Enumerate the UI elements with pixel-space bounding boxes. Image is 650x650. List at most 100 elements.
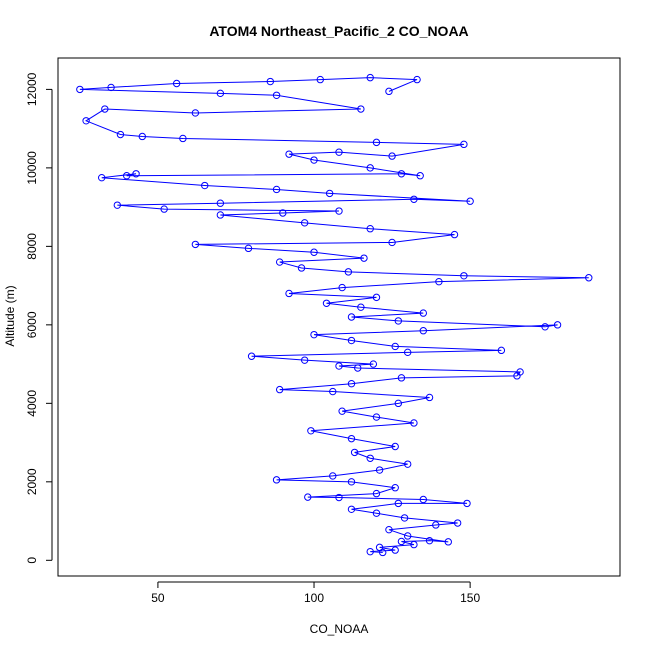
- y-axis-label: Altitude (m): [3, 285, 17, 346]
- data-point: [201, 181, 209, 190]
- data-point: [366, 454, 374, 462]
- data-point: [450, 230, 459, 239]
- data-point: [347, 380, 356, 388]
- data-point: [310, 330, 318, 339]
- data-point: [391, 342, 399, 351]
- y-tick-label: 6000: [25, 311, 39, 338]
- data-point: [347, 478, 356, 486]
- data-point: [403, 348, 412, 357]
- data-point: [347, 434, 356, 443]
- data-point: [394, 317, 403, 325]
- data-point: [354, 364, 362, 372]
- data-point: [300, 356, 309, 364]
- y-tick-label: 0: [25, 557, 39, 564]
- data-point: [335, 207, 343, 215]
- y-tick-label: 2000: [25, 468, 39, 495]
- series-line: [79, 77, 589, 553]
- data-point: [107, 83, 115, 92]
- data-point: [416, 172, 424, 180]
- data-point: [369, 360, 378, 368]
- data-point: [172, 79, 181, 88]
- data-point: [216, 89, 225, 98]
- x-tick-label: 100: [304, 591, 324, 605]
- data-point: [285, 289, 293, 298]
- data-point: [463, 499, 471, 508]
- x-tick-label: 150: [460, 591, 480, 605]
- data-point: [347, 313, 356, 321]
- data-point: [179, 134, 187, 143]
- data-point: [435, 277, 443, 286]
- data-point: [372, 138, 381, 147]
- data-point: [275, 258, 284, 266]
- data-point: [329, 387, 337, 396]
- data-point: [357, 303, 365, 311]
- data-point: [444, 538, 452, 546]
- data-point: [403, 532, 412, 540]
- data-point: [191, 240, 200, 249]
- data-point: [553, 321, 562, 329]
- data-point: [335, 148, 343, 156]
- data-point: [113, 201, 122, 209]
- data-point: [372, 293, 381, 302]
- data-point: [76, 85, 84, 94]
- data-point: [160, 205, 168, 213]
- data-point: [82, 117, 90, 125]
- data-point: [410, 195, 418, 203]
- data-point: [216, 199, 225, 207]
- data-point: [419, 495, 427, 504]
- data-point: [357, 105, 365, 113]
- data-point: [316, 75, 324, 84]
- data-point: [338, 283, 346, 292]
- data-point: [322, 299, 331, 307]
- data-point: [497, 346, 506, 355]
- data-point: [216, 211, 225, 219]
- data-point: [394, 499, 403, 508]
- data-point: [375, 543, 384, 552]
- data-point: [375, 466, 384, 474]
- x-tick-label: 50: [151, 591, 165, 605]
- data-point: [394, 399, 403, 408]
- data-point: [397, 170, 406, 178]
- data-point: [453, 519, 462, 527]
- data-point: [372, 509, 381, 517]
- data-point: [466, 197, 474, 205]
- data-point: [419, 309, 427, 317]
- data-point: [397, 537, 406, 546]
- data-point: [460, 272, 468, 280]
- data-point: [304, 493, 312, 501]
- data-point: [391, 546, 399, 554]
- data-point: [366, 164, 374, 172]
- data-point: [410, 540, 418, 549]
- data-point: [432, 521, 440, 529]
- data-point: [272, 185, 281, 194]
- data-point: [335, 493, 343, 502]
- data-point: [372, 489, 381, 498]
- data-point: [372, 413, 381, 421]
- data-point: [300, 219, 309, 227]
- plot-frame: [57, 57, 621, 577]
- data-point: [347, 336, 356, 345]
- y-tick-label: 12000: [25, 72, 39, 106]
- data-point: [275, 385, 284, 394]
- data-point: [247, 352, 256, 360]
- data-point: [344, 268, 353, 276]
- data-point: [388, 238, 396, 247]
- data-point: [272, 91, 281, 99]
- data-point: [310, 156, 318, 164]
- data-point: [325, 189, 334, 198]
- data-point: [385, 525, 393, 534]
- data-point: [244, 244, 253, 253]
- plot-layer: 50 100 150 0 2000 4000 6000 8000 10000 12000: [25, 57, 621, 605]
- data-point: [410, 419, 418, 427]
- data-point: [425, 393, 434, 402]
- chart-title: ATOM4 Northeast_Pacific_2 CO_NOAA: [209, 23, 468, 39]
- data-point: [400, 514, 409, 522]
- data-point: [366, 73, 374, 82]
- data-point: [516, 368, 524, 376]
- data-point: [419, 327, 427, 335]
- data-point: [297, 264, 306, 272]
- data-point: [391, 484, 399, 492]
- data-point: [403, 460, 412, 468]
